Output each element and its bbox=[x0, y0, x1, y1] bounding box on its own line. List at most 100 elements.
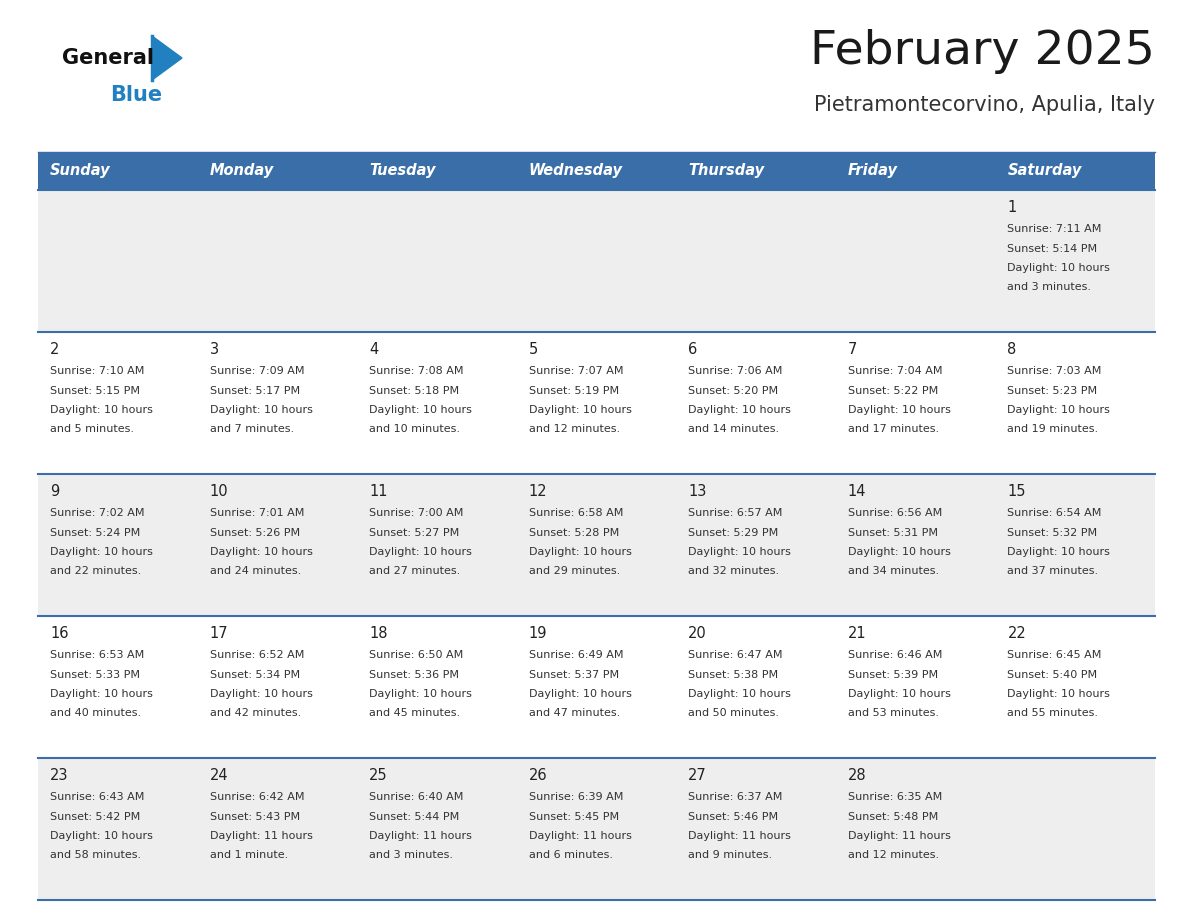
Polygon shape bbox=[152, 36, 182, 80]
Text: 1: 1 bbox=[1007, 200, 1017, 215]
Text: and 32 minutes.: and 32 minutes. bbox=[688, 566, 779, 577]
Text: 26: 26 bbox=[529, 768, 548, 783]
Text: Sunset: 5:14 PM: Sunset: 5:14 PM bbox=[1007, 243, 1098, 253]
Text: 10: 10 bbox=[209, 484, 228, 499]
Text: 19: 19 bbox=[529, 626, 548, 641]
Text: Sunrise: 6:52 AM: Sunrise: 6:52 AM bbox=[209, 650, 304, 660]
Text: and 47 minutes.: and 47 minutes. bbox=[529, 709, 620, 719]
Text: and 50 minutes.: and 50 minutes. bbox=[688, 709, 779, 719]
Text: Sunset: 5:36 PM: Sunset: 5:36 PM bbox=[369, 669, 459, 679]
Bar bbox=[38, 152, 1155, 190]
Text: 2: 2 bbox=[50, 342, 59, 357]
Text: Sunrise: 7:02 AM: Sunrise: 7:02 AM bbox=[50, 508, 145, 518]
Text: 13: 13 bbox=[688, 484, 707, 499]
Text: Sunrise: 6:47 AM: Sunrise: 6:47 AM bbox=[688, 650, 783, 660]
Text: Daylight: 11 hours: Daylight: 11 hours bbox=[529, 831, 632, 841]
Text: Sunrise: 7:11 AM: Sunrise: 7:11 AM bbox=[1007, 224, 1101, 234]
Text: 24: 24 bbox=[209, 768, 228, 783]
Text: and 29 minutes.: and 29 minutes. bbox=[529, 566, 620, 577]
Text: Sunrise: 6:39 AM: Sunrise: 6:39 AM bbox=[529, 792, 623, 802]
Text: Thursday: Thursday bbox=[688, 163, 764, 178]
Text: 17: 17 bbox=[209, 626, 228, 641]
Text: Sunset: 5:32 PM: Sunset: 5:32 PM bbox=[1007, 528, 1098, 538]
Text: 9: 9 bbox=[50, 484, 59, 499]
Text: Daylight: 10 hours: Daylight: 10 hours bbox=[529, 547, 632, 557]
Text: Sunset: 5:48 PM: Sunset: 5:48 PM bbox=[848, 812, 939, 822]
Text: Tuesday: Tuesday bbox=[369, 163, 436, 178]
Text: Daylight: 10 hours: Daylight: 10 hours bbox=[848, 689, 950, 699]
Text: 28: 28 bbox=[848, 768, 866, 783]
Text: and 3 minutes.: and 3 minutes. bbox=[369, 850, 453, 860]
Text: Sunrise: 6:58 AM: Sunrise: 6:58 AM bbox=[529, 508, 623, 518]
Text: and 14 minutes.: and 14 minutes. bbox=[688, 424, 779, 434]
Text: and 24 minutes.: and 24 minutes. bbox=[209, 566, 301, 577]
Text: Daylight: 10 hours: Daylight: 10 hours bbox=[688, 689, 791, 699]
Text: Daylight: 10 hours: Daylight: 10 hours bbox=[688, 547, 791, 557]
Text: Sunset: 5:29 PM: Sunset: 5:29 PM bbox=[688, 528, 778, 538]
Text: Daylight: 11 hours: Daylight: 11 hours bbox=[688, 831, 791, 841]
Text: Monday: Monday bbox=[209, 163, 273, 178]
Text: Sunset: 5:18 PM: Sunset: 5:18 PM bbox=[369, 386, 460, 396]
Text: Daylight: 10 hours: Daylight: 10 hours bbox=[369, 405, 472, 415]
Text: Daylight: 10 hours: Daylight: 10 hours bbox=[848, 547, 950, 557]
Text: 27: 27 bbox=[688, 768, 707, 783]
Text: Sunset: 5:44 PM: Sunset: 5:44 PM bbox=[369, 812, 460, 822]
Text: and 58 minutes.: and 58 minutes. bbox=[50, 850, 141, 860]
Text: Sunrise: 6:35 AM: Sunrise: 6:35 AM bbox=[848, 792, 942, 802]
Text: Daylight: 10 hours: Daylight: 10 hours bbox=[1007, 263, 1111, 273]
Bar bbox=[38, 332, 1155, 474]
Text: Sunrise: 7:00 AM: Sunrise: 7:00 AM bbox=[369, 508, 463, 518]
Text: General: General bbox=[62, 48, 154, 68]
Text: 4: 4 bbox=[369, 342, 379, 357]
Text: Sunset: 5:40 PM: Sunset: 5:40 PM bbox=[1007, 669, 1098, 679]
Text: Sunrise: 6:56 AM: Sunrise: 6:56 AM bbox=[848, 508, 942, 518]
Bar bbox=[38, 474, 1155, 616]
Text: and 55 minutes.: and 55 minutes. bbox=[1007, 709, 1099, 719]
Text: 16: 16 bbox=[50, 626, 69, 641]
Text: Sunset: 5:33 PM: Sunset: 5:33 PM bbox=[50, 669, 140, 679]
Text: 22: 22 bbox=[1007, 626, 1026, 641]
Text: 12: 12 bbox=[529, 484, 548, 499]
Text: and 34 minutes.: and 34 minutes. bbox=[848, 566, 939, 577]
Text: Friday: Friday bbox=[848, 163, 898, 178]
Text: Sunrise: 6:43 AM: Sunrise: 6:43 AM bbox=[50, 792, 145, 802]
Text: and 53 minutes.: and 53 minutes. bbox=[848, 709, 939, 719]
Text: Sunrise: 7:09 AM: Sunrise: 7:09 AM bbox=[209, 366, 304, 376]
Text: and 22 minutes.: and 22 minutes. bbox=[50, 566, 141, 577]
Text: and 12 minutes.: and 12 minutes. bbox=[529, 424, 620, 434]
Text: Sunset: 5:34 PM: Sunset: 5:34 PM bbox=[209, 669, 299, 679]
Text: 21: 21 bbox=[848, 626, 866, 641]
Text: and 42 minutes.: and 42 minutes. bbox=[209, 709, 301, 719]
Text: Sunrise: 6:50 AM: Sunrise: 6:50 AM bbox=[369, 650, 463, 660]
Text: Sunrise: 7:04 AM: Sunrise: 7:04 AM bbox=[848, 366, 942, 376]
Text: Daylight: 10 hours: Daylight: 10 hours bbox=[688, 405, 791, 415]
Text: Sunrise: 6:40 AM: Sunrise: 6:40 AM bbox=[369, 792, 463, 802]
Text: Sunrise: 6:54 AM: Sunrise: 6:54 AM bbox=[1007, 508, 1101, 518]
Text: Wednesday: Wednesday bbox=[529, 163, 623, 178]
Text: and 6 minutes.: and 6 minutes. bbox=[529, 850, 613, 860]
Text: Daylight: 10 hours: Daylight: 10 hours bbox=[209, 547, 312, 557]
Text: Sunset: 5:17 PM: Sunset: 5:17 PM bbox=[209, 386, 299, 396]
Text: Sunset: 5:42 PM: Sunset: 5:42 PM bbox=[50, 812, 140, 822]
Bar bbox=[38, 758, 1155, 900]
Text: and 10 minutes.: and 10 minutes. bbox=[369, 424, 460, 434]
Text: Daylight: 10 hours: Daylight: 10 hours bbox=[529, 689, 632, 699]
Text: Sunset: 5:20 PM: Sunset: 5:20 PM bbox=[688, 386, 778, 396]
Text: Sunset: 5:23 PM: Sunset: 5:23 PM bbox=[1007, 386, 1098, 396]
Text: Daylight: 10 hours: Daylight: 10 hours bbox=[529, 405, 632, 415]
Text: 20: 20 bbox=[688, 626, 707, 641]
Text: 18: 18 bbox=[369, 626, 387, 641]
Text: Daylight: 10 hours: Daylight: 10 hours bbox=[369, 547, 472, 557]
Text: Sunrise: 6:37 AM: Sunrise: 6:37 AM bbox=[688, 792, 783, 802]
Bar bbox=[38, 616, 1155, 758]
Text: and 5 minutes.: and 5 minutes. bbox=[50, 424, 134, 434]
Bar bbox=[38, 190, 1155, 332]
Text: and 17 minutes.: and 17 minutes. bbox=[848, 424, 939, 434]
Text: 23: 23 bbox=[50, 768, 69, 783]
Text: 15: 15 bbox=[1007, 484, 1026, 499]
Text: Sunset: 5:39 PM: Sunset: 5:39 PM bbox=[848, 669, 939, 679]
Text: Sunset: 5:22 PM: Sunset: 5:22 PM bbox=[848, 386, 939, 396]
Text: 25: 25 bbox=[369, 768, 387, 783]
Text: Sunrise: 7:10 AM: Sunrise: 7:10 AM bbox=[50, 366, 145, 376]
Text: 3: 3 bbox=[209, 342, 219, 357]
